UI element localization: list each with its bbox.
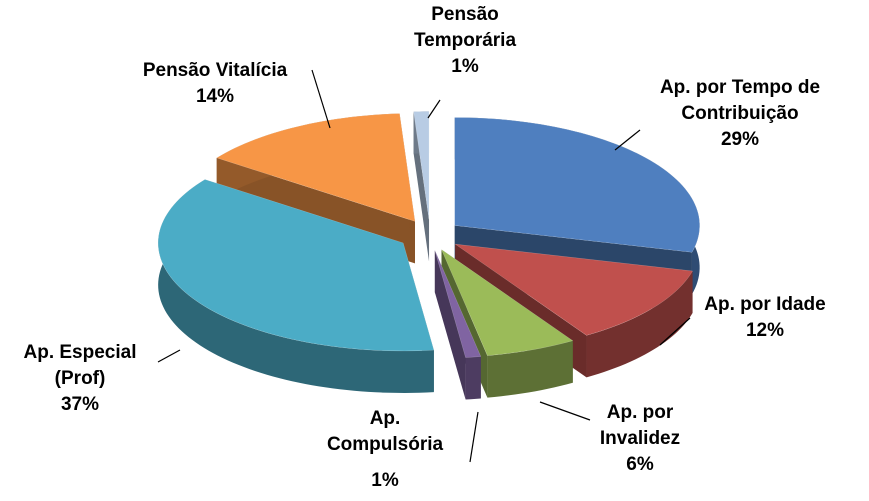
slice	[454, 117, 700, 253]
slice-tops	[157, 111, 700, 358]
value-label: 12%	[745, 320, 785, 341]
category-name: Ap. por Idade	[704, 294, 826, 315]
slice	[157, 179, 435, 352]
slice-side	[465, 356, 481, 400]
category-name: Pensão Temporária	[413, 4, 517, 51]
value-label: 1%	[451, 56, 479, 77]
value-label: 29%	[720, 129, 760, 150]
leader-line	[659, 317, 691, 346]
category-name: Ap. Compulsória	[326, 408, 444, 455]
leader-line	[311, 69, 331, 129]
slice-label: Ap. Compulsória 1%	[323, 406, 448, 494]
value-label: 14%	[195, 86, 235, 107]
leader-line	[469, 411, 479, 463]
slice	[413, 111, 430, 220]
slice-side	[487, 340, 573, 398]
slice	[216, 113, 416, 222]
slice-label: Ap. Especial (Prof) 37%	[13, 340, 148, 418]
slice-face	[434, 250, 466, 400]
leader-line	[427, 99, 441, 119]
category-name: Ap. por Invalidez	[599, 402, 681, 449]
category-name: Ap. por Tempo de Contribuição	[659, 77, 821, 124]
slice	[455, 243, 693, 336]
category-name: Pensão Vitalícia	[142, 60, 288, 81]
slice-label: Ap. por Idade 12%	[665, 292, 865, 344]
leader-line	[157, 349, 181, 363]
category-name: Ap. Especial (Prof)	[23, 342, 137, 389]
slice-side	[158, 179, 434, 393]
slice-label: Ap. por Invalidez 6%	[590, 400, 690, 478]
slice-label: Ap. por Tempo de Contribuição 29%	[658, 75, 823, 153]
slice	[440, 248, 574, 356]
slice	[434, 250, 482, 358]
slice-label: Pensão Vitalícia 14%	[100, 58, 330, 110]
slice-label: Pensão Temporária 1%	[403, 2, 528, 80]
value-label: 37%	[60, 394, 100, 415]
leader-line	[539, 401, 591, 421]
leader-line	[614, 129, 641, 151]
value-label: 6%	[626, 454, 654, 475]
value-label: 1%	[371, 470, 399, 491]
slice-side	[586, 271, 693, 378]
